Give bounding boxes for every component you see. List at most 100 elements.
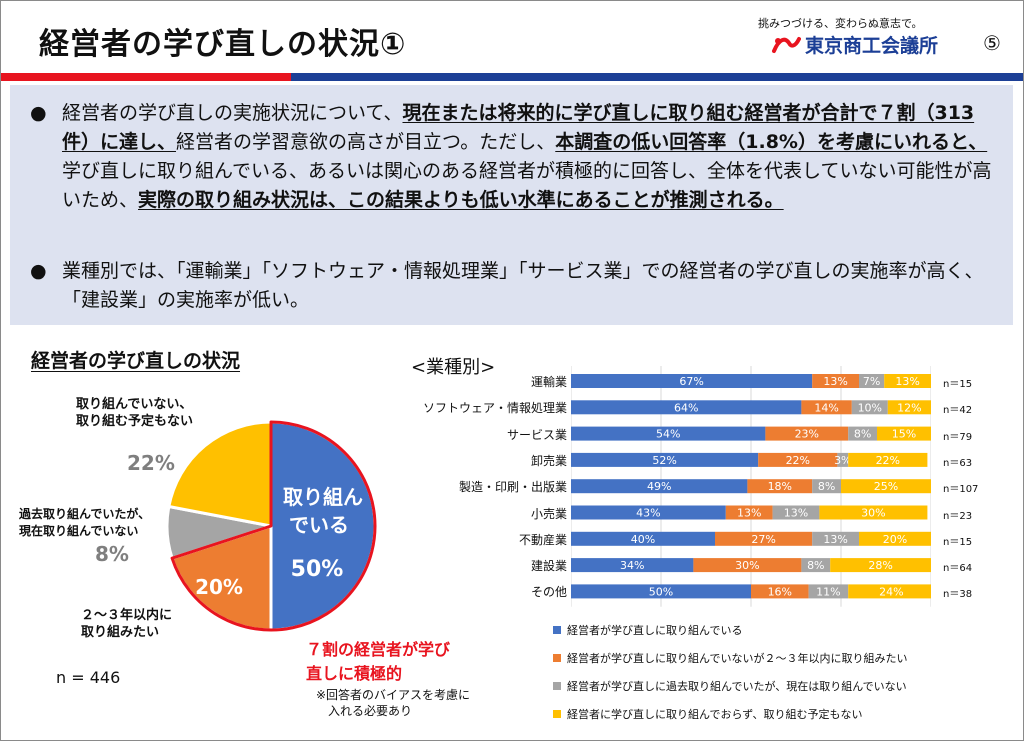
bar-data-label: 13% xyxy=(823,375,847,388)
bar-segment xyxy=(571,505,726,520)
bar-segment xyxy=(801,558,831,573)
bar-segment xyxy=(812,374,859,388)
bar-data-label: 27% xyxy=(751,533,775,546)
bar-segment xyxy=(848,452,928,467)
n-label: n＝15 xyxy=(943,379,973,390)
pie-footnote-line-1: ※回答者のバイアスを考慮に xyxy=(316,688,471,702)
logo: 東京商工会議所 xyxy=(771,31,938,58)
bar-data-label: 52% xyxy=(652,454,676,467)
pie-footnote: ※回答者のバイアスを考慮に 入れる必要あり xyxy=(316,687,470,719)
legend-item: 経営者に学び直しに取り組んでおらず、取り組む予定もない xyxy=(553,706,862,722)
bar-data-label: 30% xyxy=(861,507,885,520)
bar-data-label: 18% xyxy=(768,480,792,493)
bar-segment xyxy=(571,531,715,546)
bullet-icon: ● xyxy=(30,260,47,282)
category-label: ソフトウェア・情報処理業 xyxy=(422,401,567,416)
summary-bullet-2: ● 業種別では、「運輸業」「ソフトウェア・情報処理業」「サービス業」での経営者の… xyxy=(30,257,1000,315)
bar-segment xyxy=(725,505,773,520)
bar-data-label: 13% xyxy=(737,507,761,520)
pie-label-plan: ２～３年以内に 取り組みたい xyxy=(81,607,172,641)
legend-item: 経営者が学び直しに取り組んでいないが２～３年以内に取り組みたい xyxy=(553,650,907,666)
n-label: n＝107 xyxy=(943,484,979,496)
bar-segment xyxy=(877,426,931,441)
bar-data-label: 30% xyxy=(735,559,759,572)
slogan: 挑みつづける、変わらぬ意志で。 xyxy=(758,17,923,30)
bar-segment xyxy=(693,558,802,573)
n-label: n＝42 xyxy=(943,405,973,417)
bar-data-label: 16% xyxy=(768,585,792,598)
pie-highlight-outline xyxy=(170,420,377,632)
tcci-logo-icon xyxy=(772,36,801,53)
bar-segment xyxy=(571,400,802,415)
n-label: n＝64 xyxy=(943,563,973,575)
bar-segment xyxy=(751,584,809,599)
pie-pct-plan: 20% xyxy=(195,575,243,599)
bar-data-label: 14% xyxy=(814,401,838,414)
bar-segment xyxy=(571,374,813,388)
n-label: n＝63 xyxy=(943,457,973,469)
n-label: n＝23 xyxy=(943,510,973,522)
summary-box: ● 経営者の学び直しの実施状況について、現在または将来的に学び直しに取り組む経営… xyxy=(10,85,1013,325)
bar-segment xyxy=(571,558,694,573)
bar-data-label: 15% xyxy=(892,428,916,441)
summary-bullet-1-segment: 経営者の学習意欲の高さが目立つ。ただし、 xyxy=(176,131,556,153)
bar-segment xyxy=(571,426,766,441)
header-rule-blue xyxy=(291,73,1023,81)
bar-data-label: 20% xyxy=(883,533,907,546)
pie-highlight-line-1: ７割の経営者が学び xyxy=(306,640,451,659)
bar-segment xyxy=(571,584,751,599)
bar-data-label: 28% xyxy=(868,559,892,572)
bullet-icon: ● xyxy=(30,102,47,124)
bar-data-label: 22% xyxy=(786,454,810,467)
pie-highlight-line-2: 直しに積極的 xyxy=(306,664,403,683)
bar-data-label: 10% xyxy=(858,401,882,414)
bar-data-label: 13% xyxy=(823,533,847,546)
bar-segment xyxy=(801,400,852,415)
category-label: 製造・印刷・出版業 xyxy=(458,480,567,495)
bar-segment xyxy=(765,426,849,441)
pie-pct-none: 22% xyxy=(127,451,175,475)
legend-label: 経営者に学び直しに取り組んでおらず、取り組む予定もない xyxy=(567,708,863,721)
summary-bullet-1-text: 経営者の学び直しの実施状況について、現在または将来的に学び直しに取り組む経営者が… xyxy=(62,99,1000,215)
pie-pct-past: 8% xyxy=(95,542,129,566)
bar-segment xyxy=(812,479,841,494)
bar-data-label: 54% xyxy=(656,428,680,441)
legend-swatch xyxy=(553,626,561,634)
legend-item: 経営者が学び直しに過去取り組んでいたが、現在は取り組んでいない xyxy=(553,678,907,694)
bar-data-label: 8% xyxy=(818,480,835,493)
page-title: 経営者の学び直しの状況① xyxy=(39,27,407,62)
legend-swatch xyxy=(553,654,561,662)
bar-segment xyxy=(808,584,849,599)
bar-segment xyxy=(851,400,888,415)
bar-segment xyxy=(848,584,931,599)
legend-swatch xyxy=(553,710,561,718)
category-label: 建設業 xyxy=(530,559,567,574)
category-label: 運輸業 xyxy=(530,375,567,389)
bar-segment xyxy=(772,505,820,520)
pie-label-past-text: 過去取り組んでいたが、 現在取り組んでいない xyxy=(19,507,151,538)
legend-label: 経営者が学び直しに過去取り組んでいたが、現在は取り組んでいない xyxy=(567,680,907,693)
bar-data-label: 13% xyxy=(784,507,808,520)
pie-label-past: 過去取り組んでいたが、 現在取り組んでいない xyxy=(19,506,150,540)
bar-data-label: 3% xyxy=(834,454,851,467)
pie-pct-doing: 50% xyxy=(291,557,344,582)
bar-data-label: 12% xyxy=(897,401,921,414)
bar-segment xyxy=(571,452,759,467)
bar-data-label: 49% xyxy=(647,480,671,493)
bar-data-label: 43% xyxy=(636,507,660,520)
bar-data-label: 64% xyxy=(674,401,698,414)
legend-swatch xyxy=(553,682,561,690)
industry-bar-svg: 67% 13% 7% 13% 64% 14% 10% 12% 54% 23% 8% 15% 52% 22%… xyxy=(571,366,931,607)
n-label: n＝15 xyxy=(943,536,973,548)
legend-item: 経営者が学び直しに取り組んでいる xyxy=(553,622,742,638)
pie-label-none-text: 取り組んでいない、 取り組む予定もない xyxy=(76,397,194,429)
bar-data-label: 25% xyxy=(874,480,898,493)
bar-segment xyxy=(884,374,931,388)
header-rule-red xyxy=(1,73,291,81)
bar-segment xyxy=(848,426,877,441)
legend-label: 経営者が学び直しに取り組んでいる xyxy=(567,624,743,637)
bar-data-label: 34% xyxy=(620,559,644,572)
pie-sample-size: n = 446 xyxy=(56,668,121,687)
pie-highlight: ７割の経営者が学び 直しに積極的 xyxy=(306,638,450,686)
industry-chart-title: <業種別> xyxy=(411,357,496,378)
